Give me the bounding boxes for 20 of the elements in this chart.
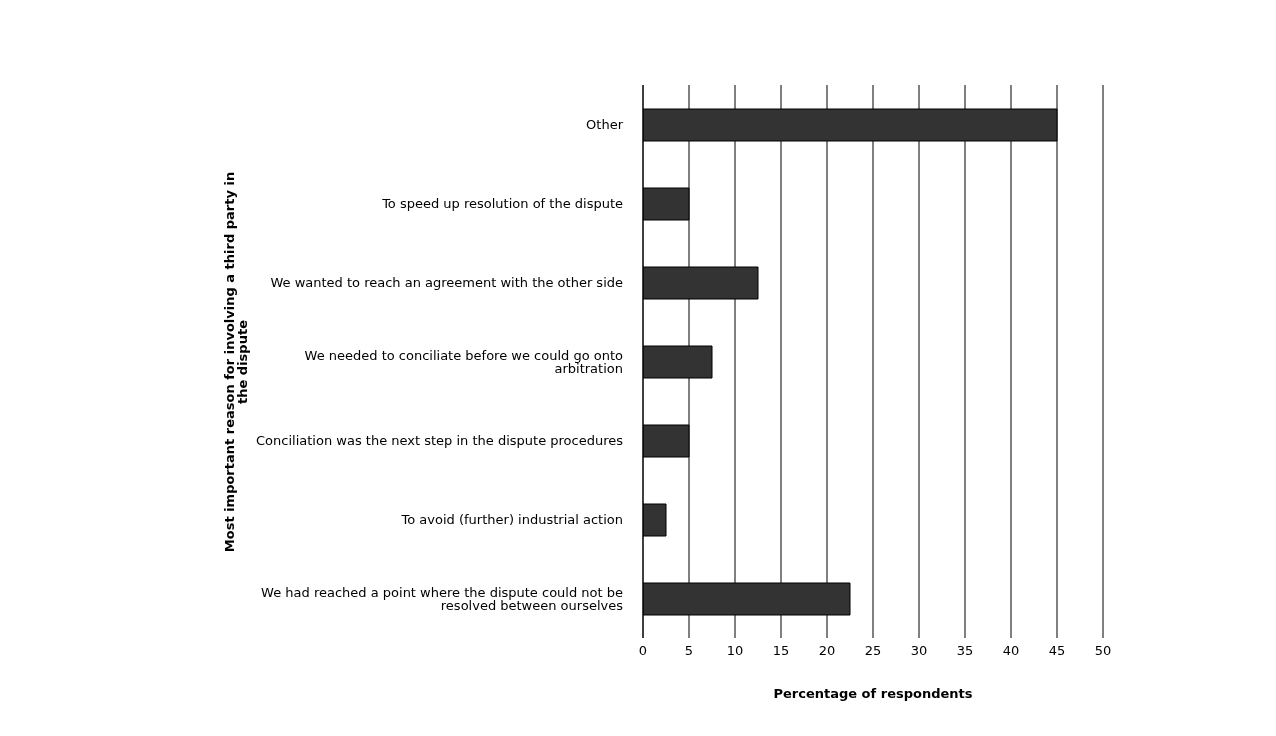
x-tick-label: 40 (1002, 643, 1020, 659)
x-tick-label: 10 (726, 643, 744, 659)
x-tick-label: 45 (1048, 643, 1066, 659)
x-tick-label: 35 (956, 643, 974, 659)
y-tick-label: Conciliation was the next step in the dispute procedures (256, 433, 624, 449)
x-tick-label: 25 (864, 643, 882, 659)
x-tick-label: 0 (638, 643, 648, 659)
x-tick-label: 20 (818, 643, 836, 659)
y-tick-label: We wanted to reach an agreement with the other side (270, 275, 623, 291)
x-tick-label: 30 (910, 643, 928, 659)
y-tick-label: We needed to conciliate before we could go onto arbitration (304, 347, 624, 376)
x-tick-label: 15 (772, 643, 790, 659)
y-tick-label: To speed up resolution of the dispute (381, 196, 623, 212)
x-tick-label: 5 (684, 643, 694, 659)
y-tick-label: We had reached a point where the dispute could not be resolved between ourselves (261, 584, 624, 613)
x-tick-label: 50 (1094, 643, 1112, 659)
y-tick-label: To avoid (further) industrial action (400, 512, 623, 528)
y-axis-title: Most important reason for involving a third party in the dispute (222, 171, 251, 553)
x-axis-title: Percentage of respondents (773, 686, 973, 701)
y-tick-label: Other (586, 117, 624, 133)
